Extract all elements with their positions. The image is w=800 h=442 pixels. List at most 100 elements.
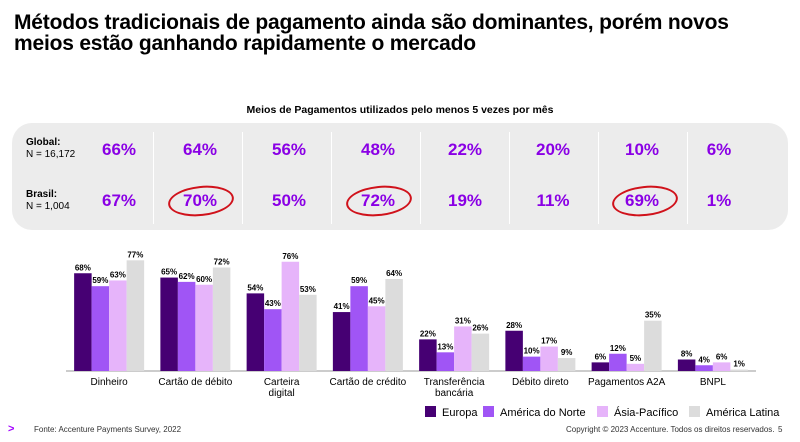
global-value: 10% [624,140,660,159]
bar [91,286,110,371]
bar [557,358,576,371]
category-label: Transferência [424,377,485,388]
bar [591,362,610,371]
brasil-value: 50% [271,191,307,210]
bar [677,359,696,371]
bar-value-label: 26% [472,324,488,333]
brasil-label: Brasil: [26,189,58,200]
brasil-value: 69% [624,191,660,210]
bar-value-label: 62% [179,272,195,281]
legend-label: América Latina [706,407,780,419]
panel-separator [153,132,154,224]
panel-separator [420,132,421,224]
bar [609,353,627,371]
global-value: 6% [706,140,732,159]
legend-item: Ásia-Pacífico [597,406,678,419]
bar [332,312,351,371]
bar [471,333,490,371]
summary-panel [12,123,788,230]
bar [505,330,523,371]
bar-value-label: 60% [196,275,212,284]
bar-value-label: 8% [681,350,693,359]
source-note: Fonte: Accenture Payments Survey, 2022 [34,425,182,434]
legend-label: Europa [442,407,478,419]
bar-value-label: 12% [610,344,626,353]
bar [730,369,748,371]
legend-swatch [425,406,436,417]
bar [367,306,386,371]
bar-value-label: 1% [733,360,745,369]
bar [522,356,541,371]
bar [126,260,145,371]
bar [385,279,403,371]
global-label: Global: [26,137,61,148]
bar-value-label: 6% [595,352,607,361]
category-label: Cartão de débito [158,377,232,388]
global-value: 20% [535,140,571,159]
bar [695,365,713,371]
bar-value-label: 53% [300,285,316,294]
bar-value-label: 9% [561,348,573,357]
legend-item: América do Norte [483,406,586,419]
global-row-label: Global: N = 16,172 [26,137,75,161]
panel-separator [509,132,510,224]
panel-separator [598,132,599,224]
panel-separator [242,132,243,224]
brasil-value: 1% [706,191,732,210]
category-label: Cartão de crédito [330,377,407,388]
bar-value-label: 76% [282,252,298,261]
bar-value-label: 35% [645,311,661,320]
category-label: Dinheiro [91,377,129,388]
bar-value-label: 22% [420,329,436,338]
brasil-value: 70% [182,191,218,210]
panel-subtitle: Meios de Pagamentos utilizados pelo meno… [246,104,554,116]
bar-value-label: 65% [161,268,177,277]
bar-value-label: 41% [334,302,350,311]
category-label: bancária [435,388,474,399]
bar [712,362,731,371]
bar-value-label: 4% [698,355,710,364]
legend-swatch [483,406,494,417]
bar-value-label: 59% [351,276,367,285]
bar-value-label: 43% [265,299,281,308]
brasil-value: 67% [101,191,137,210]
bar [540,346,558,371]
bar [454,326,472,371]
bar [419,339,437,371]
category-label: digital [269,388,295,399]
brasil-value: 19% [447,191,483,210]
brasil-value: 11% [536,191,570,210]
bar-value-label: 6% [716,352,728,361]
bar-value-label: 10% [524,347,540,356]
bar [299,294,317,371]
legend-label: Ásia-Pacífico [614,407,679,419]
bar-value-label: 17% [541,337,557,346]
bar [264,309,282,371]
panel-separator [331,132,332,224]
bar-value-label: 64% [386,269,402,278]
legend-label: América do Norte [500,407,586,419]
bar-value-label: 68% [75,263,91,272]
global-value: 64% [182,140,218,159]
global-value: 48% [360,140,396,159]
bar [436,352,455,371]
bar-value-label: 13% [437,342,453,351]
bar [281,261,300,371]
legend-swatch [689,406,700,417]
global-value: 22% [447,140,483,159]
bar-value-label: 72% [214,258,230,267]
brasil-n: N = 1,004 [26,201,70,212]
legend-item: América Latina [689,406,779,419]
legend-item: Europa [425,406,477,419]
category-label: Débito direto [512,377,569,388]
page-title: Métodos tradicionais de pagamento ainda … [14,11,729,55]
bar [644,320,662,371]
copyright: Copyright © 2023 Accenture. Todos os dir… [566,425,775,434]
bar [350,286,368,371]
bar [177,281,196,371]
page-number: 5 [778,425,783,434]
category-label: Carteira [264,377,300,388]
bar-value-label: 59% [92,276,108,285]
brasil-value: 72% [360,191,396,210]
